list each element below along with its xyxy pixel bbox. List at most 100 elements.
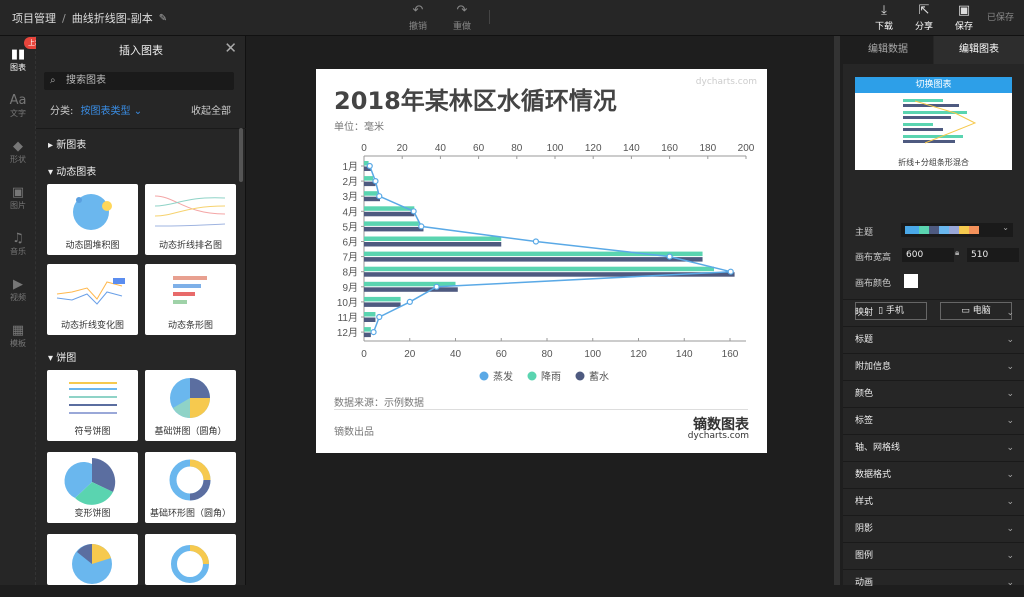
- chart-card[interactable]: [145, 534, 236, 585]
- section-dynamic-charts[interactable]: ▾ 动态图表: [48, 167, 97, 178]
- template-icon: ▦: [11, 323, 25, 338]
- mobile-button[interactable]: ▯ 手机: [855, 302, 927, 320]
- nav-text[interactable]: Aa 文字: [0, 94, 36, 119]
- nav-shape[interactable]: ◆ 形状: [0, 140, 36, 165]
- chevron-down-icon: ⌄: [1006, 416, 1014, 426]
- category-filter: 分类: 按图表类型 ⌄: [50, 106, 143, 117]
- chart-sheet[interactable]: 2018年某林区水循环情况 单位：毫米 dycharts.com 0 20 40 60…: [316, 69, 767, 453]
- scrollbar[interactable]: [239, 128, 243, 182]
- tab-edit-data[interactable]: 编辑数据: [843, 36, 933, 64]
- breadcrumb-file[interactable]: 曲线折线图-副本: [71, 12, 153, 25]
- bottom-axis-label: 160: [722, 349, 739, 360]
- chart-card[interactable]: 基础饼图（圆角）: [145, 370, 236, 441]
- top-axis-label: 0: [361, 143, 367, 154]
- point-evaporation: [372, 177, 379, 185]
- chart-title[interactable]: 2018年某林区水循环情况: [334, 87, 617, 115]
- chart-icon: ▮▮: [10, 47, 26, 62]
- chart-card[interactable]: 变形饼图: [47, 452, 138, 523]
- chart-card[interactable]: 动态折线变化图: [47, 264, 138, 335]
- bar-rain: [364, 236, 502, 241]
- section-style[interactable]: 样式 ⌄: [843, 488, 1024, 515]
- section-extra-info[interactable]: 附加信息 ⌄: [843, 353, 1024, 380]
- chart-card[interactable]: 动态圆堆积图: [47, 184, 138, 255]
- legend-marker: [479, 371, 489, 381]
- top-axis-label: 200: [738, 143, 755, 154]
- section-shadow[interactable]: 阴影 ⌄: [843, 515, 1024, 542]
- edit-icon[interactable]: ✎: [158, 12, 168, 24]
- desktop-button[interactable]: ▭ 电脑: [940, 302, 1012, 320]
- top-axis-label: 80: [511, 143, 523, 154]
- basic-pie-thumbnail: [170, 378, 210, 418]
- nav-video[interactable]: ▶ 视频: [0, 278, 36, 303]
- share-button[interactable]: ⇱ 分享: [906, 3, 942, 32]
- switch-chart-button[interactable]: 切换图表: [855, 77, 1012, 93]
- chevron-down-icon: ⌄: [1006, 578, 1014, 588]
- section-legend[interactable]: 图例 ⌄: [843, 542, 1024, 569]
- point-evaporation: [376, 313, 383, 321]
- redo-button[interactable]: ↷ 重做: [442, 3, 482, 32]
- chevron-down-icon: ⌄: [1002, 223, 1009, 232]
- category-dropdown[interactable]: 按图表类型 ⌄: [80, 106, 143, 117]
- search-input[interactable]: ⌕ 搜索图表: [44, 72, 234, 90]
- close-icon[interactable]: ✕: [224, 39, 237, 57]
- section-axis-grid[interactable]: 轴、网格线 ⌄: [843, 434, 1024, 461]
- symbol-pie-thumbnail: [69, 382, 117, 414]
- download-button[interactable]: ⤓ 下载: [866, 3, 902, 32]
- category-label: 9月: [342, 282, 358, 294]
- section-label[interactable]: 标签 ⌄: [843, 407, 1024, 434]
- theme-select[interactable]: ⌄: [901, 223, 1013, 237]
- breadcrumb-root[interactable]: 项目管理: [12, 12, 56, 25]
- lock-icon[interactable]: 🔒︎: [955, 248, 960, 257]
- save-icon: ▣: [957, 3, 971, 18]
- nav-image[interactable]: ▣ 图片: [0, 186, 36, 211]
- section-data-format[interactable]: 数据格式 ⌄: [843, 461, 1024, 488]
- chevron-down-icon: ⌄: [1006, 335, 1014, 345]
- donut-thumbnail: [171, 545, 209, 583]
- tab-edit-chart[interactable]: 编辑图表: [934, 36, 1024, 64]
- canvas-width-input[interactable]: 600: [902, 248, 954, 262]
- chart-card[interactable]: 符号饼图: [47, 370, 138, 441]
- top-axis-label: 180: [699, 143, 716, 154]
- chevron-down-icon: ⌄: [1006, 389, 1014, 399]
- chart-card[interactable]: [47, 534, 138, 585]
- canvas-scrollbar[interactable]: [834, 36, 840, 585]
- undo-button[interactable]: ↶ 撤销: [398, 3, 438, 32]
- maker-label: 镝数出品: [334, 427, 374, 438]
- chevron-down-icon: ⌄: [1006, 551, 1014, 561]
- canvas-color-swatch[interactable]: [904, 274, 918, 288]
- nav-chart[interactable]: ▮▮ 图表: [0, 48, 36, 73]
- chart-card[interactable]: 动态条形图: [145, 264, 236, 335]
- point-evaporation: [727, 268, 734, 275]
- section-animation[interactable]: 动画 ⌄: [843, 569, 1024, 596]
- category-label: 3月: [342, 191, 358, 203]
- section-mapping[interactable]: 映射 ⌄: [843, 299, 1024, 326]
- chart-card[interactable]: 基础环形图（圆角）: [145, 452, 236, 523]
- chart-card[interactable]: 动态折线排名图: [145, 184, 236, 255]
- nav-template[interactable]: ▦ 模板: [0, 324, 36, 349]
- chart-type-preview[interactable]: 切换图表 折线+分组条形混合: [855, 77, 1012, 170]
- nav-music[interactable]: ♫ 音乐: [0, 232, 36, 257]
- share-icon: ⇱: [918, 3, 930, 18]
- brand-logo: 镝数图表: [693, 417, 749, 433]
- save-button[interactable]: ▣ 保存: [946, 3, 982, 32]
- bar-rain: [364, 296, 401, 302]
- collapse-all-button[interactable]: 收起全部: [191, 106, 231, 117]
- top-axis-label: 160: [661, 143, 678, 154]
- section-color[interactable]: 颜色 ⌄: [843, 380, 1024, 407]
- pie-thumbnail: [72, 544, 112, 584]
- shape-icon: ◆: [13, 139, 23, 154]
- bottom-axis-label: 100: [584, 349, 601, 360]
- section-title[interactable]: 标题 ⌄: [843, 326, 1024, 353]
- bottom-axis-label: 40: [450, 349, 462, 360]
- section-new-charts[interactable]: ▸ 新图表: [48, 140, 87, 151]
- section-pie-charts[interactable]: ▾ 饼图: [48, 353, 77, 364]
- breadcrumb-separator: /: [62, 11, 66, 25]
- bar-storage: [364, 211, 415, 217]
- top-axis-label: 120: [585, 143, 602, 154]
- rank-line-thumbnail: [154, 195, 226, 227]
- canvas-height-input[interactable]: 510: [967, 248, 1019, 262]
- redo-icon: ↷: [456, 3, 468, 18]
- monitor-icon: ▭: [961, 306, 970, 316]
- top-axis-label: 20: [397, 143, 409, 154]
- basic-donut-thumbnail: [169, 459, 211, 501]
